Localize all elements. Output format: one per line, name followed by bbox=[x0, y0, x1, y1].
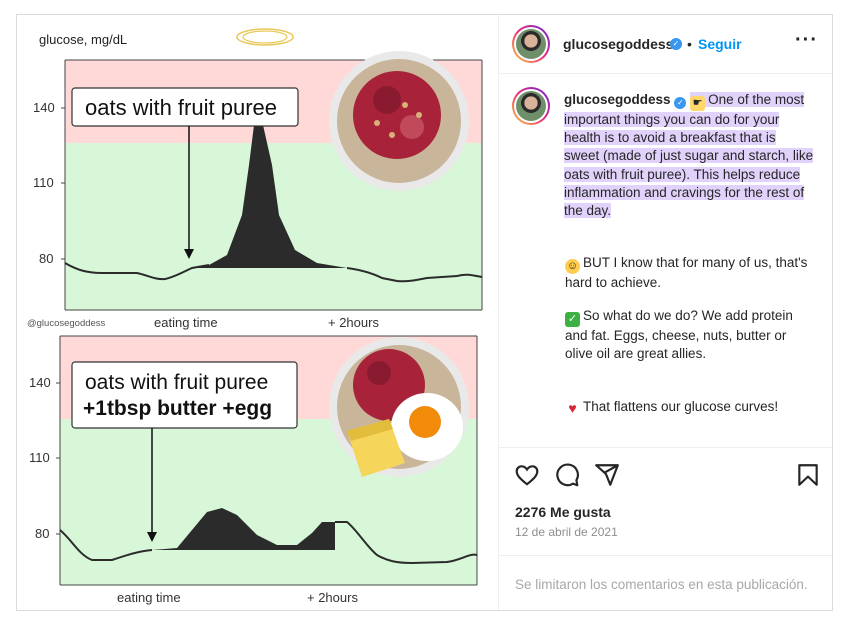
caption-para-4: ♥ That flattens our glucose curves! bbox=[565, 398, 815, 416]
c2-ytick: 140 bbox=[29, 375, 51, 390]
c2-glucose-area bbox=[152, 508, 335, 550]
separator-dot: • bbox=[687, 36, 692, 52]
likes-count[interactable]: 2276 Me gusta bbox=[515, 504, 611, 520]
c1-watermark: @glucosegoddess bbox=[27, 318, 106, 329]
caption-main: glucosegoddess ✓ ☛ One of the most import… bbox=[564, 91, 814, 220]
para2-text: BUT I know that for many of us, that's h… bbox=[565, 255, 808, 290]
chart-2: 140 110 80 oats with fruit puree +1tbsp … bbox=[29, 335, 478, 605]
caption-username[interactable]: glucosegoddess bbox=[564, 92, 671, 107]
chart-ylabel: glucose, mg/dL bbox=[39, 32, 127, 47]
logo-icon bbox=[236, 28, 294, 46]
post-date[interactable]: 12 de abril de 2021 bbox=[515, 525, 618, 539]
oats-bowl-image-1 bbox=[329, 51, 469, 191]
follow-button[interactable]: Seguir bbox=[698, 36, 742, 52]
c1-glucose-curve bbox=[64, 262, 483, 283]
heart-emoji-icon: ♥ bbox=[568, 400, 577, 416]
c1-xtick: + 2hours bbox=[328, 315, 379, 330]
caption-para-2: ☺ BUT I know that for many of us, that's … bbox=[565, 254, 815, 292]
post-image[interactable]: glucose, mg/dL 140 110 80 bbox=[17, 15, 498, 610]
glucose-charts: glucose, mg/dL 140 110 80 bbox=[27, 28, 483, 605]
para4-text: That flattens our glucose curves! bbox=[583, 399, 779, 414]
c2-xtick: eating time bbox=[117, 590, 181, 605]
verified-icon: ✓ bbox=[670, 38, 682, 50]
checkmark-emoji-icon: ✓ bbox=[565, 312, 580, 327]
c2-ytick: 110 bbox=[29, 450, 50, 465]
c1-ytick: 140 bbox=[33, 100, 55, 115]
heart-icon[interactable] bbox=[514, 462, 540, 488]
c1-ytick: 110 bbox=[33, 175, 54, 190]
c2-annotation-line2: +1tbsp butter +egg bbox=[83, 397, 272, 420]
bookmark-icon[interactable] bbox=[795, 462, 821, 488]
oats-bowl-egg-butter-image bbox=[329, 337, 469, 477]
c2-xtick: + 2hours bbox=[307, 590, 358, 605]
c2-glucose-curve bbox=[59, 521, 478, 565]
c1-ytick: 80 bbox=[39, 251, 53, 266]
chart-1: 140 110 80 oats with fruit puree bbox=[27, 51, 483, 330]
share-icon[interactable] bbox=[594, 462, 620, 488]
grimace-emoji-icon: ☺ bbox=[565, 259, 580, 274]
c1-xtick: eating time bbox=[154, 315, 218, 330]
pointing-hand-icon: ☛ bbox=[690, 96, 706, 111]
verified-icon: ✓ bbox=[674, 97, 687, 109]
para3-text: So what do we do? We add protein and fat… bbox=[565, 308, 793, 362]
avatar[interactable] bbox=[512, 25, 550, 63]
comments-disabled-notice: Se limitaron los comentarios en esta pub… bbox=[515, 577, 808, 592]
actions-divider bbox=[499, 447, 832, 448]
c1-glucose-area bbox=[192, 125, 347, 268]
c1-annotation: oats with fruit puree bbox=[85, 95, 277, 120]
caption-para-3: ✓ So what do we do? We add protein and fa… bbox=[565, 307, 815, 363]
comment-icon[interactable] bbox=[554, 462, 580, 488]
post-side-panel: glucosegoddess ✓ • Seguir ··· glucosegod… bbox=[499, 15, 832, 610]
header-username[interactable]: glucosegoddess bbox=[563, 36, 674, 52]
comments-divider bbox=[499, 555, 832, 556]
more-icon[interactable]: ··· bbox=[795, 29, 818, 51]
caption-text: One of the most important things you can… bbox=[564, 92, 814, 219]
post-header: glucosegoddess ✓ • Seguir ··· bbox=[499, 15, 832, 74]
panel-divider bbox=[498, 15, 499, 610]
c2-ytick: 80 bbox=[35, 526, 49, 541]
caption-avatar[interactable] bbox=[512, 87, 550, 125]
c2-annotation-line1: oats with fruit puree bbox=[85, 371, 268, 394]
